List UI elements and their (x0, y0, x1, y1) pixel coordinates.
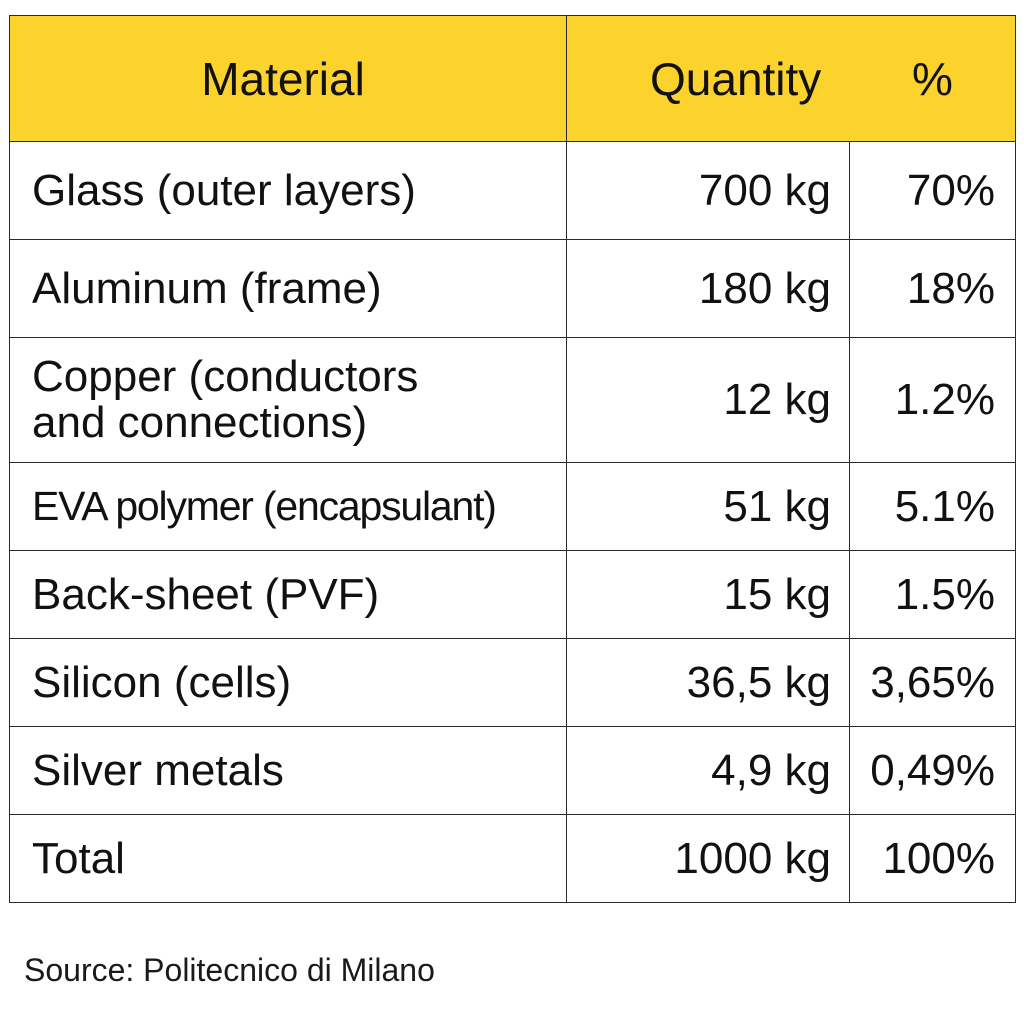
table-row: Silicon (cells) 36,5 kg 3,65% (9, 638, 1016, 727)
percent-cell: 100% (849, 814, 1016, 903)
percent-cell: 70% (849, 141, 1016, 240)
header-material: Material (9, 15, 567, 142)
quantity-cell: 1000 kg (566, 814, 850, 903)
header-percent: % (912, 52, 953, 105)
material-cell: Glass (outer layers) (9, 141, 567, 240)
quantity-cell: 51 kg (566, 462, 850, 551)
material-line-2: and connections) (32, 398, 368, 447)
material-cell: EVA polymer (encapsulant) (9, 462, 567, 551)
quantity-cell: 180 kg (566, 239, 850, 338)
quantity-cell: 36,5 kg (566, 638, 850, 727)
quantity-cell: 4,9 kg (566, 726, 850, 815)
materials-table: Material Quantity % Glass (outer layers)… (9, 15, 1016, 903)
table-row: Silver metals 4,9 kg 0,49% (9, 726, 1016, 815)
percent-cell: 5.1% (849, 462, 1016, 551)
quantity-cell: 700 kg (566, 141, 850, 240)
percent-cell: 18% (849, 239, 1016, 338)
source-note: Source: Politecnico di Milano (24, 952, 435, 988)
quantity-cell: 12 kg (566, 337, 850, 463)
material-cell: Copper (conductors and connections) (9, 337, 567, 463)
table-row: Aluminum (frame) 180 kg 18% (9, 239, 1016, 338)
material-cell: Silicon (cells) (9, 638, 567, 727)
percent-cell: 3,65% (849, 638, 1016, 727)
header-quantity: Quantity (650, 52, 822, 105)
percent-cell: 1.2% (849, 337, 1016, 463)
table-row: Copper (conductors and connections) 12 k… (9, 337, 1016, 463)
total-row: Total 1000 kg 100% (9, 814, 1016, 903)
material-cell: Back-sheet (PVF) (9, 550, 567, 639)
material-cell: Aluminum (frame) (9, 239, 567, 338)
table-row: Glass (outer layers) 700 kg 70% (9, 141, 1016, 240)
quantity-cell: 15 kg (566, 550, 850, 639)
table-header-row: Material Quantity % (9, 15, 1016, 142)
table-row: EVA polymer (encapsulant) 51 kg 5.1% (9, 462, 1016, 551)
material-cell: Silver metals (9, 726, 567, 815)
header-quantity-percent-cell: Quantity % (566, 15, 1016, 142)
percent-cell: 1.5% (849, 550, 1016, 639)
table-row: Back-sheet (PVF) 15 kg 1.5% (9, 550, 1016, 639)
material-line-1: Copper (conductors (32, 352, 419, 401)
percent-cell: 0,49% (849, 726, 1016, 815)
material-cell: Total (9, 814, 567, 903)
